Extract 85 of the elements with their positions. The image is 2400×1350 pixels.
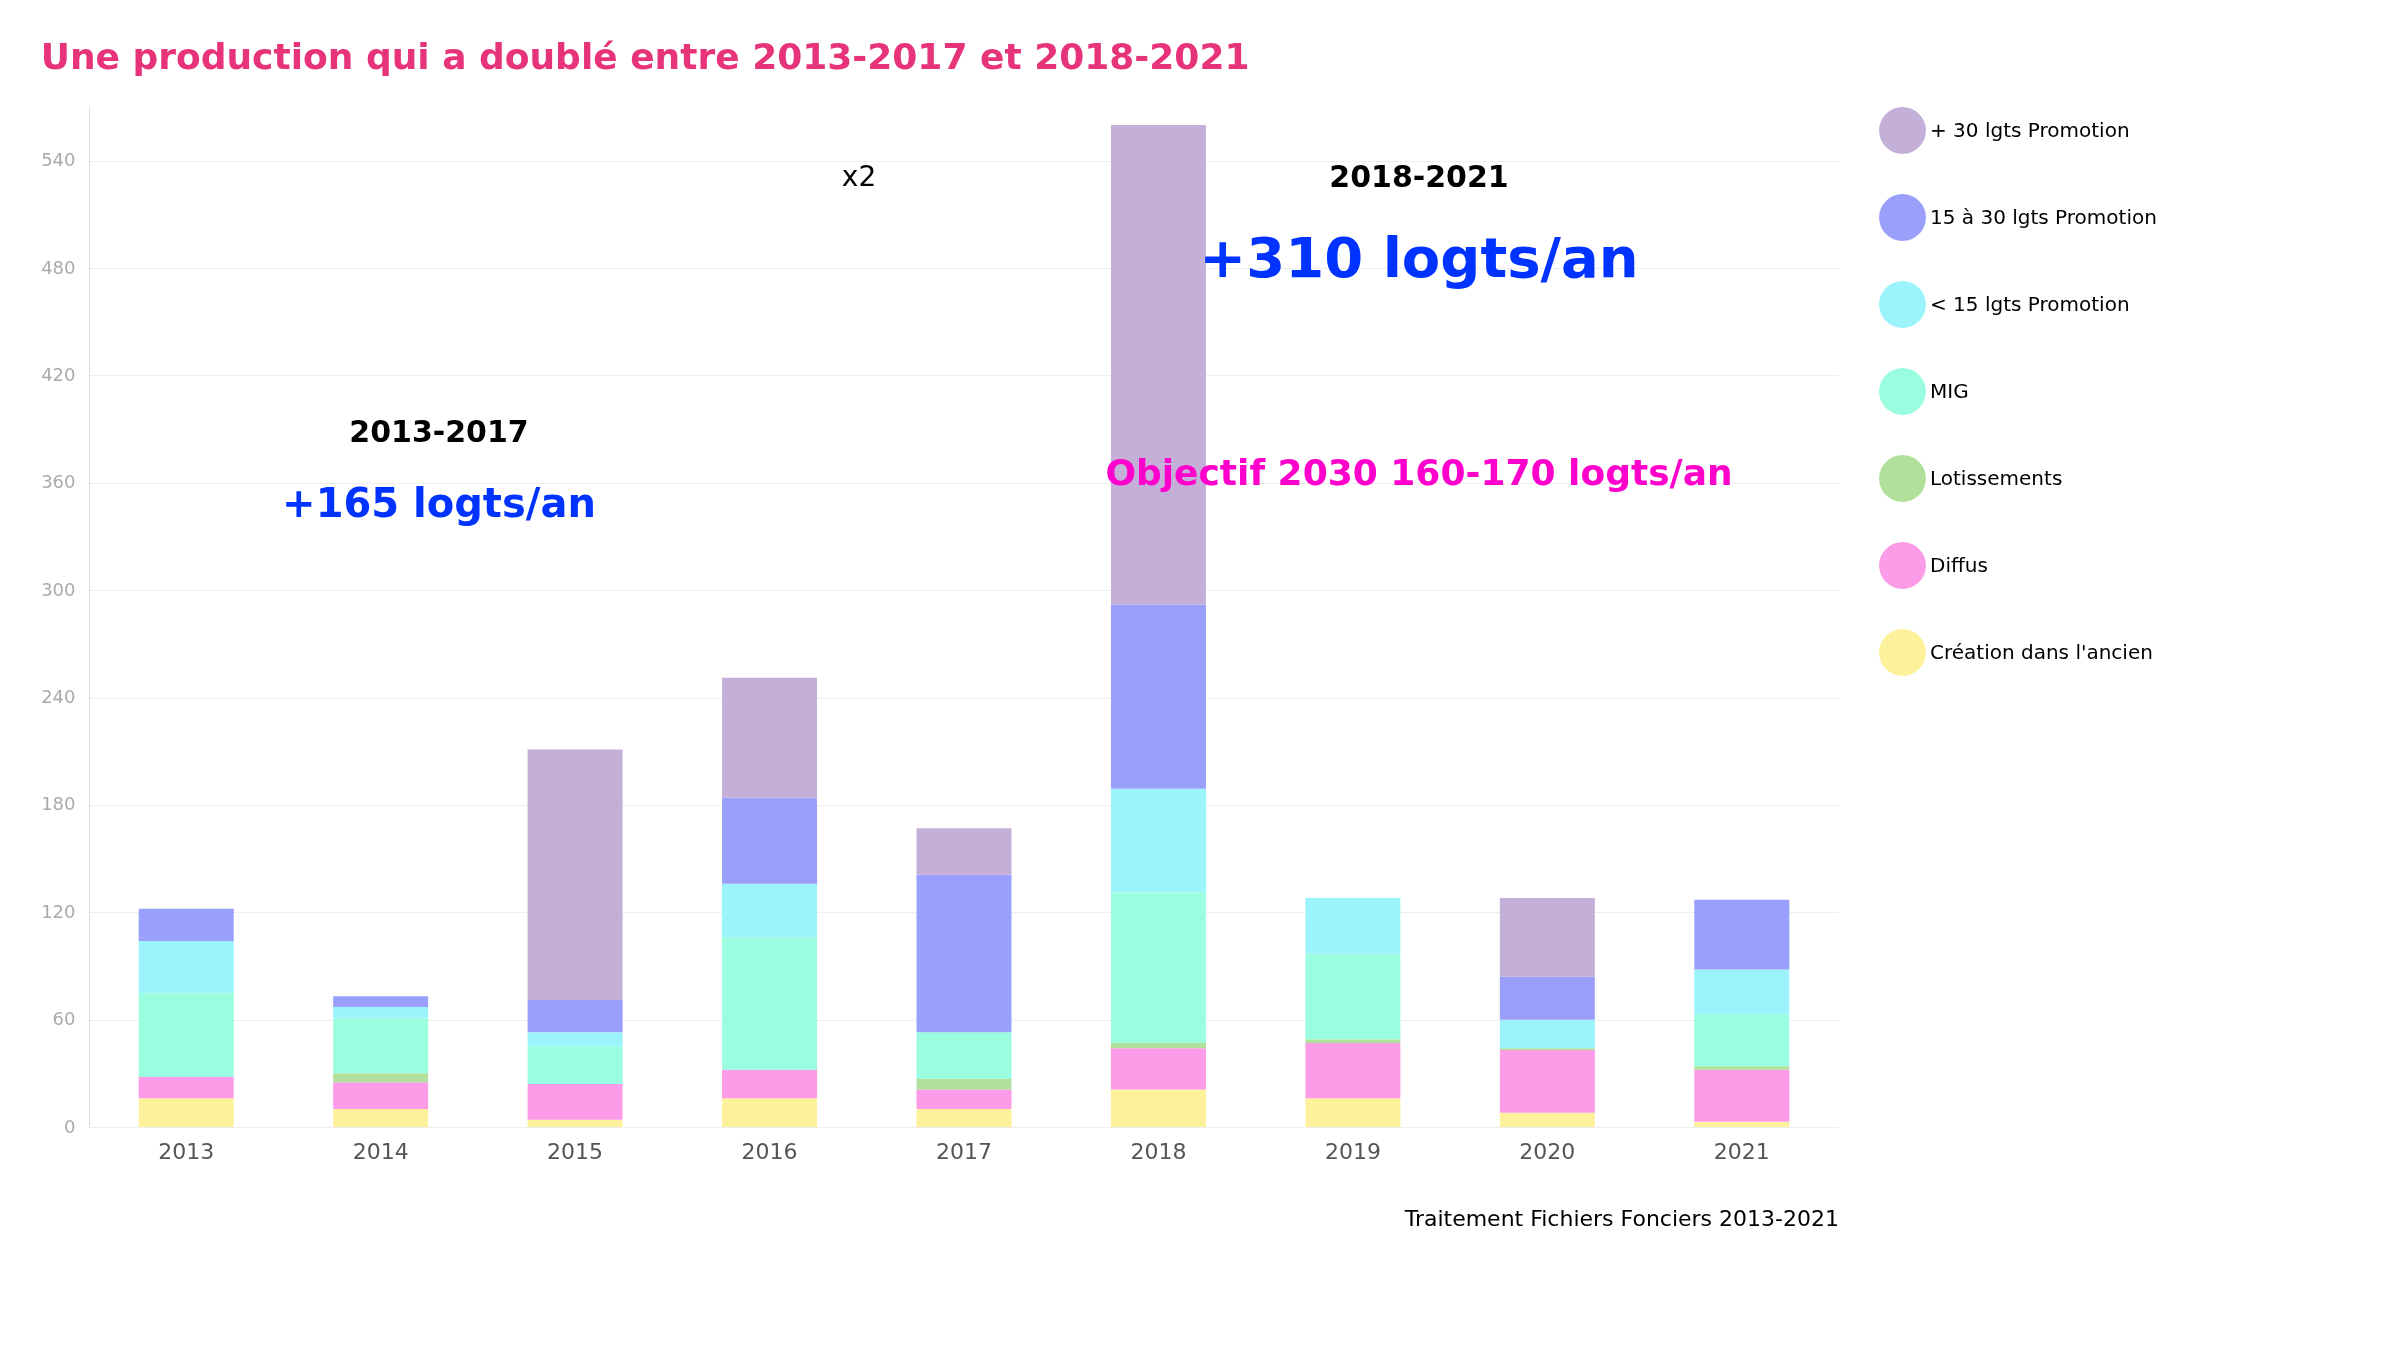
y-tick-label: 480 — [41, 256, 76, 278]
bar — [138, 992, 234, 1077]
x-tick-label: 2021 — [1713, 1138, 1770, 1164]
annotation: x2 — [841, 160, 877, 194]
bar — [333, 1073, 429, 1083]
legend-label: 15 à 30 lgts Promotion — [1930, 204, 2157, 229]
bar — [1499, 897, 1595, 977]
bar — [1110, 892, 1206, 1043]
bar — [916, 1089, 1012, 1110]
bar — [1110, 1089, 1206, 1127]
bar — [138, 1098, 234, 1127]
bar — [916, 828, 1012, 875]
bar — [1110, 604, 1206, 789]
y-tick-label: 360 — [41, 471, 76, 493]
legend-label: Lotissements — [1930, 465, 2063, 490]
bar — [722, 883, 818, 938]
bar — [527, 1119, 623, 1127]
bar — [1694, 1121, 1790, 1127]
y-tick-label: 540 — [41, 149, 76, 171]
chart-title: Une production qui a doublé entre 2013-2017 et 2018-2021 — [40, 36, 1250, 77]
bar — [1305, 1042, 1401, 1099]
bar — [138, 940, 234, 993]
x-tick-label: 2013 — [158, 1138, 215, 1164]
legend-label: Création dans l'ancien — [1930, 639, 2153, 664]
bar — [527, 999, 623, 1033]
bar — [722, 1098, 818, 1127]
bar — [1110, 788, 1206, 893]
bar — [333, 1082, 429, 1110]
bar — [1694, 899, 1790, 970]
bar — [722, 677, 818, 798]
legend-label: + 30 lgts Promotion — [1930, 117, 2130, 142]
bar — [1499, 1050, 1595, 1113]
bar — [1110, 1048, 1206, 1090]
bar — [1694, 969, 1790, 1015]
bar — [1305, 897, 1401, 954]
annotation: Objectif 2030 160-170 logts/an — [1105, 452, 1733, 494]
legend-label: MIG — [1930, 378, 1969, 403]
bar — [1499, 976, 1595, 1020]
bar — [722, 937, 818, 1070]
bar — [333, 1007, 429, 1018]
bar — [1305, 1098, 1401, 1127]
bar — [138, 1076, 234, 1099]
bar — [1110, 1042, 1206, 1049]
bar — [1305, 953, 1401, 1040]
bar — [527, 1046, 623, 1085]
bar — [1305, 1039, 1401, 1043]
bar — [1499, 1112, 1595, 1127]
legend-label: Diffus — [1930, 552, 1988, 577]
x-tick-label: 2018 — [1130, 1138, 1187, 1164]
x-tick-label: 2020 — [1519, 1138, 1576, 1164]
bar — [916, 1078, 1012, 1090]
bar — [722, 797, 818, 884]
bar — [527, 1032, 623, 1047]
y-tick-label: 420 — [41, 363, 76, 385]
bar — [916, 1032, 1012, 1079]
bar — [916, 1109, 1012, 1127]
x-tick-label: 2015 — [547, 1138, 604, 1164]
bar — [527, 749, 623, 1000]
bar — [333, 1017, 429, 1074]
y-tick-label: 240 — [41, 686, 76, 708]
bar — [333, 1109, 429, 1127]
x-tick-label: 2017 — [936, 1138, 992, 1164]
x-tick-label: 2014 — [352, 1138, 409, 1164]
bar — [916, 874, 1012, 1033]
bar — [527, 1084, 623, 1120]
annotation: 2018-2021 — [1329, 159, 1509, 195]
text: Traitement Fichiers Fonciers 2013-2021 — [1403, 1205, 1839, 1231]
bar — [333, 996, 429, 1008]
bar — [1499, 1019, 1595, 1049]
y-tick-label: 120 — [41, 900, 76, 922]
legend-label: < 15 lgts Promotion — [1930, 291, 2130, 316]
bar — [138, 908, 234, 941]
x-tick-label: 2016 — [741, 1138, 798, 1164]
annotation: 2013-2017 — [349, 414, 529, 450]
y-tick-label: 180 — [41, 793, 76, 815]
annotation: +310 logts/an — [1199, 225, 1639, 290]
annotation: +165 logts/an — [282, 479, 596, 526]
bar — [722, 1069, 818, 1099]
x-tick-label: 2019 — [1324, 1138, 1381, 1164]
y-tick-label: 60 — [52, 1008, 76, 1030]
y-tick-label: 300 — [41, 578, 76, 600]
bar — [1694, 1014, 1790, 1067]
bar — [1694, 1066, 1790, 1070]
bar — [1694, 1069, 1790, 1122]
y-tick-label: 0 — [64, 1115, 76, 1137]
